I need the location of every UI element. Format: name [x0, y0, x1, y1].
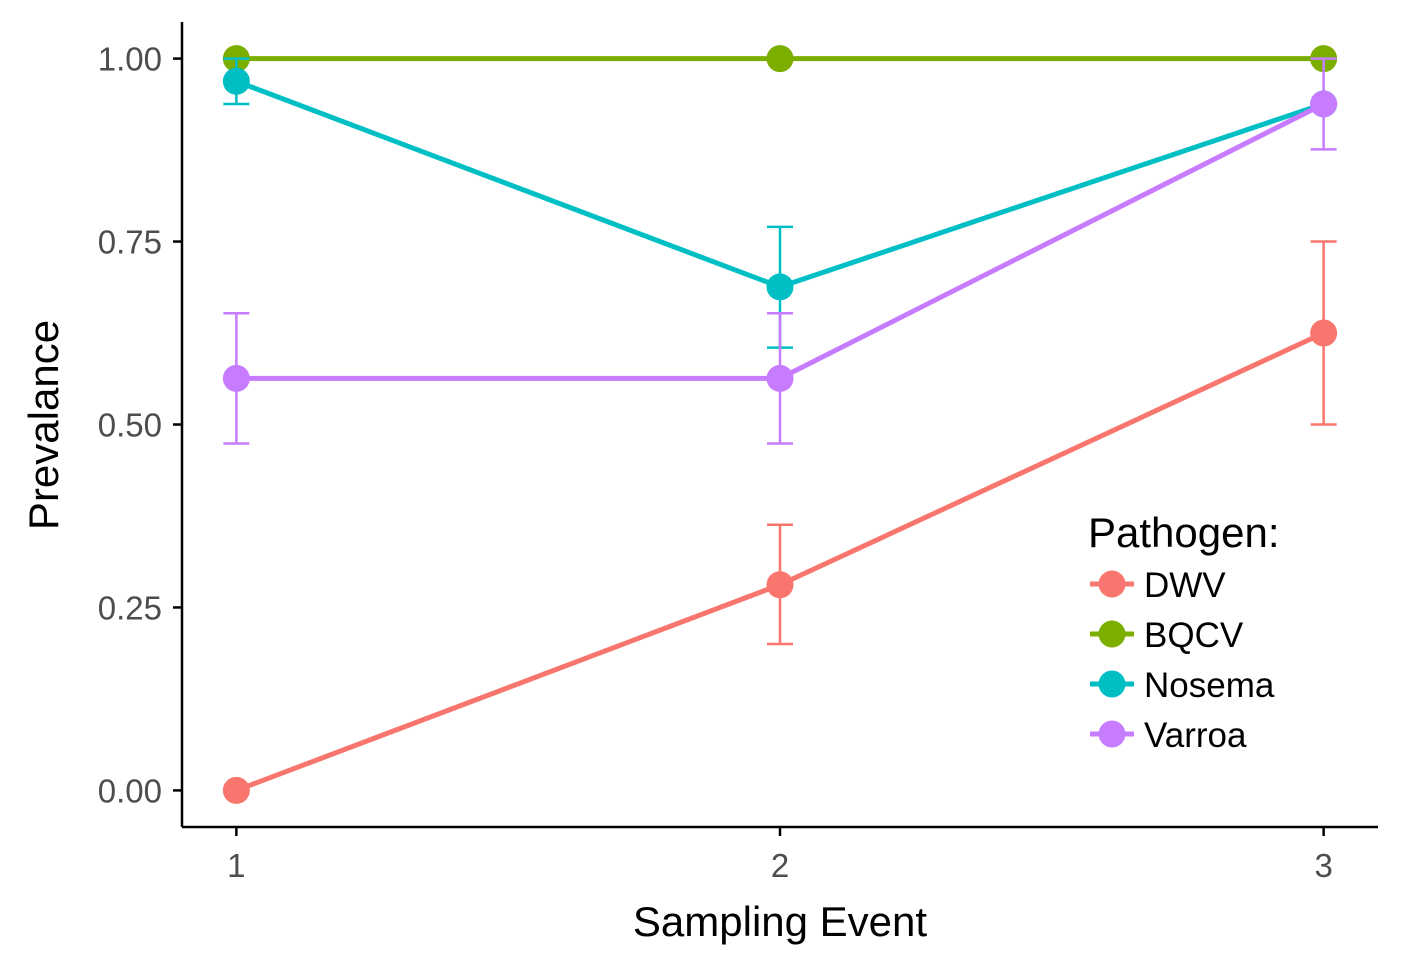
- x-tick-label: 2: [771, 847, 789, 884]
- legend-key-point: [1098, 570, 1126, 598]
- series-bqcv: [222, 45, 1338, 73]
- data-point: [766, 571, 794, 599]
- legend-title: Pathogen:: [1088, 509, 1280, 556]
- data-point: [222, 776, 250, 804]
- axes: 0.00 0.25 0.50 0.75 1.00 1 2 3: [98, 22, 1378, 884]
- legend-key-point: [1098, 670, 1126, 698]
- data-point: [766, 273, 794, 301]
- legend-label: Nosema: [1144, 666, 1275, 705]
- series-varroa: [222, 57, 1338, 445]
- y-tick-label: 0.25: [98, 589, 162, 626]
- legend-label: DWV: [1144, 566, 1226, 605]
- legend-item-bqcv: BQCV: [1090, 616, 1244, 655]
- plot-area: [222, 45, 1338, 804]
- legend-key-point: [1098, 620, 1126, 648]
- y-tick-label: 0.75: [98, 224, 162, 261]
- data-point: [222, 364, 250, 392]
- x-tick-label: 1: [227, 847, 245, 884]
- series-dwv: [222, 240, 1338, 804]
- legend-item-varroa: Varroa: [1090, 716, 1247, 755]
- data-point: [766, 364, 794, 392]
- series-nosema: [222, 57, 1338, 349]
- legend-item-dwv: DWV: [1090, 566, 1226, 605]
- legend-label: Varroa: [1144, 716, 1247, 755]
- y-tick-label: 0.00: [98, 772, 162, 809]
- legend: Pathogen: DWV BQCV Nosema Varroa: [1088, 509, 1280, 755]
- y-axis-title: Prevalance: [20, 320, 67, 530]
- x-tick-label: 3: [1314, 847, 1332, 884]
- data-point: [1310, 319, 1338, 347]
- legend-item-nosema: Nosema: [1090, 666, 1275, 705]
- data-point: [1310, 90, 1338, 118]
- y-tick-label: 0.50: [98, 407, 162, 444]
- y-tick-label: 1.00: [98, 41, 162, 78]
- legend-label: BQCV: [1144, 616, 1244, 655]
- x-axis-title: Sampling Event: [633, 898, 927, 945]
- data-point: [766, 45, 794, 73]
- legend-key-point: [1098, 720, 1126, 748]
- data-point: [222, 67, 250, 95]
